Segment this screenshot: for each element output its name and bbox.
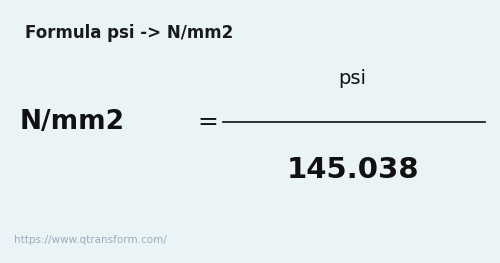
Text: https://www.qtransform.com/: https://www.qtransform.com/ — [14, 235, 166, 245]
Text: 145.038: 145.038 — [286, 156, 419, 184]
Text: =: = — [197, 110, 218, 134]
Text: N/mm2: N/mm2 — [20, 109, 125, 135]
Text: Formula psi -> N/mm2: Formula psi -> N/mm2 — [25, 24, 233, 42]
Text: psi: psi — [338, 69, 366, 88]
